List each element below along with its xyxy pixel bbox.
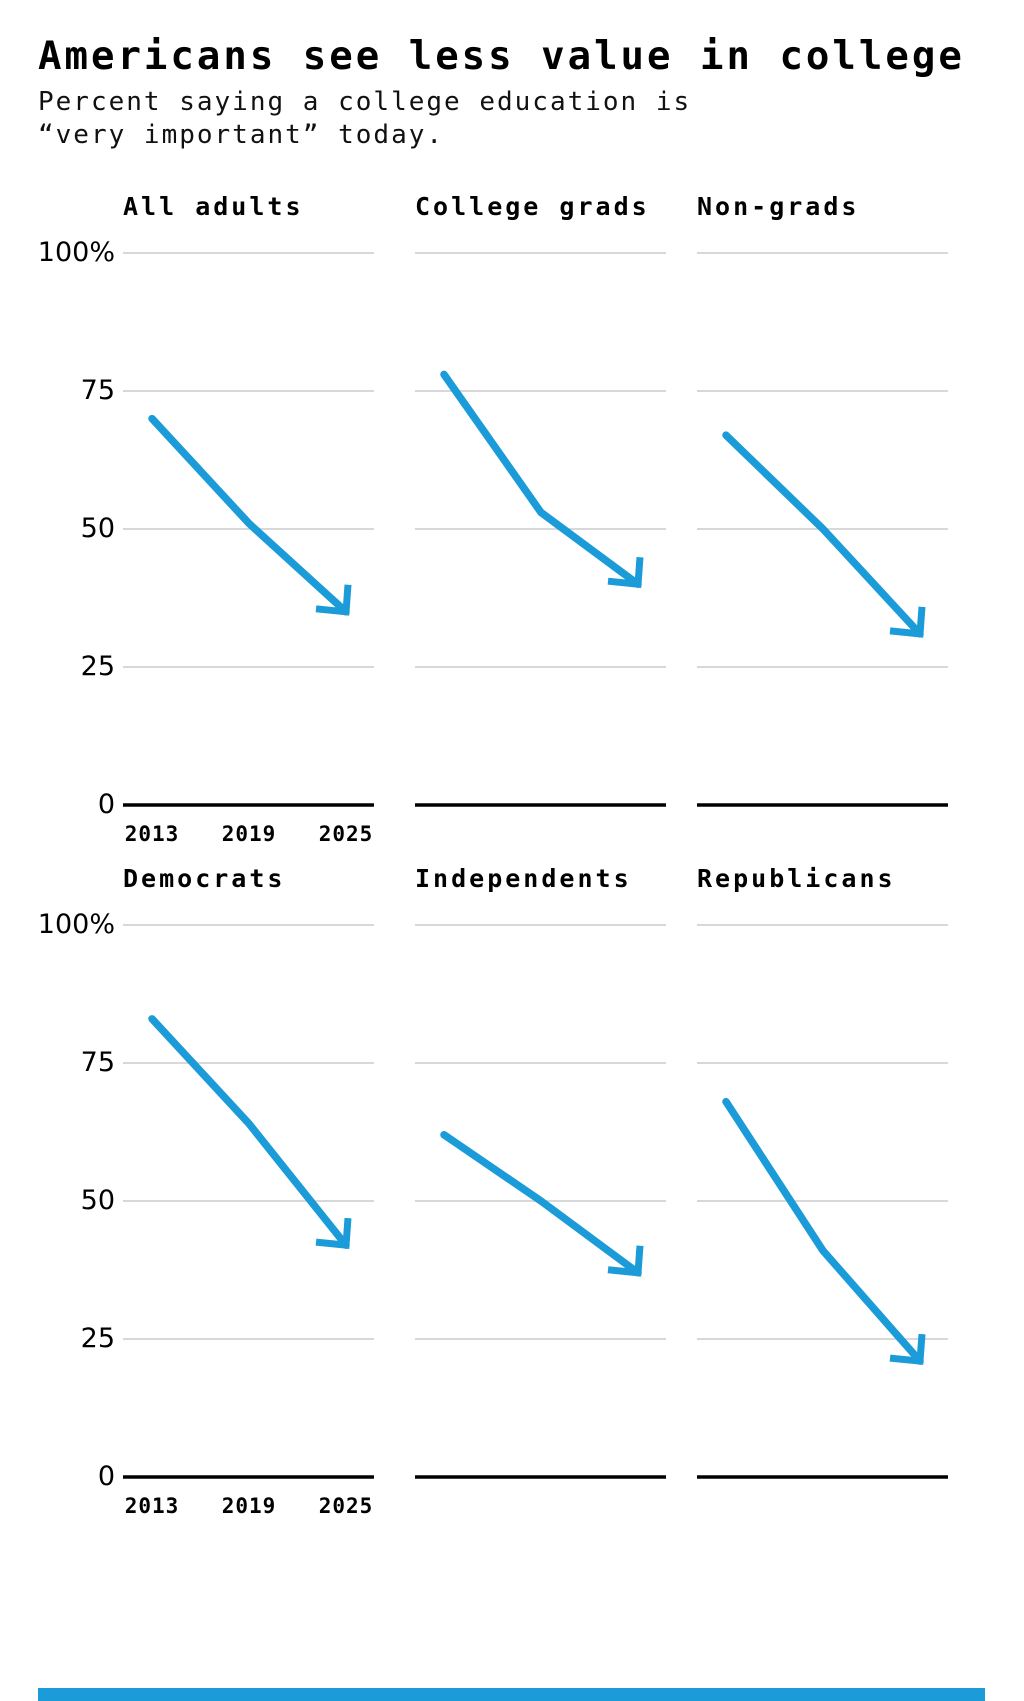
panel-republicans: Republicans — [697, 862, 948, 1522]
panel-non-grads: Non-grads — [697, 190, 948, 850]
y-tick-label: 75 — [80, 375, 115, 406]
panel-title: Independents — [415, 864, 632, 893]
panel-title: Republicans — [697, 864, 896, 893]
panel-title: College grads — [415, 192, 650, 221]
x-tick-label: 2019 — [221, 1494, 277, 1518]
panel-college-grads: College grads — [415, 190, 666, 850]
panel-all-adults: All adults 2013 2019 2025 — [123, 190, 374, 850]
x-tick-label: 2013 — [124, 822, 180, 846]
x-tick-label: 2013 — [124, 1494, 180, 1518]
y-tick-label: 50 — [80, 1185, 115, 1216]
panel-title: Democrats — [123, 864, 286, 893]
line-chart-non-grads — [697, 252, 948, 807]
y-tick-label: 100% — [37, 237, 115, 268]
y-tick-label: 0 — [97, 1461, 115, 1492]
line-chart-all-adults — [123, 252, 374, 807]
x-axis-labels: 2013 2019 2025 — [123, 822, 374, 848]
panel-democrats: Democrats 2013 2019 2025 — [123, 862, 374, 1522]
line-chart-democrats — [123, 924, 374, 1479]
panel-title: All adults — [123, 192, 304, 221]
y-tick-label: 0 — [97, 789, 115, 820]
y-tick-label: 50 — [80, 513, 115, 544]
y-tick-label: 75 — [80, 1047, 115, 1078]
y-tick-label: 100% — [37, 909, 115, 940]
line-chart-independents — [415, 924, 666, 1479]
line-chart-republicans — [697, 924, 948, 1479]
chart-title: Americans see less value in college — [38, 34, 965, 79]
x-tick-label: 2025 — [318, 822, 374, 846]
y-tick-label: 25 — [80, 651, 115, 682]
x-tick-label: 2019 — [221, 822, 277, 846]
x-axis-labels: 2013 2019 2025 — [123, 1494, 374, 1520]
accent-bottom-bar — [38, 1688, 985, 1701]
line-chart-college-grads — [415, 252, 666, 807]
x-tick-label: 2025 — [318, 1494, 374, 1518]
y-tick-label: 25 — [80, 1323, 115, 1354]
panel-independents: Independents — [415, 862, 666, 1522]
panel-title: Non-grads — [697, 192, 860, 221]
chart-subtitle: Percent saying a college education is “v… — [38, 87, 692, 150]
